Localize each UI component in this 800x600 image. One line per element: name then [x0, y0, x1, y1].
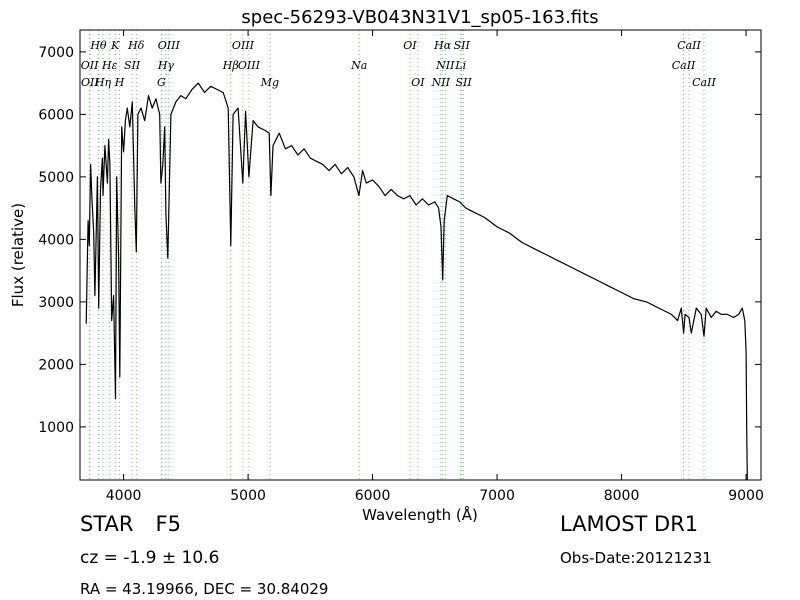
survey-name: LAMOST DR1	[560, 512, 699, 536]
chart-title: spec-56293-VB043N31V1_sp05-163.fits	[241, 7, 598, 28]
line-label: G	[157, 76, 166, 89]
line-label: NII	[431, 76, 451, 89]
plot-frame	[79, 29, 762, 481]
line-label: OI	[411, 76, 425, 89]
line-label: Hα	[433, 39, 452, 52]
y-tick-label: 4000	[38, 232, 74, 248]
spectrum-line	[85, 82, 748, 481]
line-label: Li	[454, 59, 466, 72]
line-label: Hθ	[89, 39, 107, 52]
y-tick-label: 6000	[38, 107, 74, 123]
x-tick-label: 8000	[604, 488, 640, 504]
line-label: SII	[124, 59, 141, 72]
line-label: SII	[455, 76, 472, 89]
object-class: STAR F5	[80, 512, 181, 536]
line-label: Hε	[101, 59, 118, 72]
x-tick-label: 9000	[728, 488, 764, 504]
x-tick-label: 7000	[479, 488, 515, 504]
line-label: OIII	[232, 39, 255, 52]
line-label: OIII	[158, 39, 181, 52]
y-tick-label: 1000	[38, 420, 74, 436]
y-axis-ticks: 1000 2000 3000 4000 5000 6000 7000	[38, 45, 761, 436]
line-label: Hη	[94, 76, 112, 89]
x-tick-label: 6000	[355, 488, 391, 504]
line-label: CaII	[677, 39, 701, 52]
y-tick-label: 5000	[38, 170, 74, 186]
observation-date: Obs-Date:20121231	[560, 549, 712, 567]
x-axis-ticks: 4000 5000 6000 7000 8000 9000	[106, 30, 764, 504]
y-tick-label: 2000	[38, 357, 74, 373]
line-label: CaII	[672, 59, 696, 72]
spectral-line-markers	[89, 30, 705, 480]
line-label: Hγ	[157, 59, 175, 72]
line-label: Na	[350, 59, 367, 72]
line-label: K	[110, 39, 120, 52]
line-label: H	[114, 76, 125, 89]
coordinates: RA = 43.19966, DEC = 30.84029	[80, 580, 329, 598]
line-label: Hδ	[127, 39, 145, 52]
x-tick-label: 5000	[230, 488, 266, 504]
line-label: OI	[403, 39, 417, 52]
y-tick-label: 7000	[38, 45, 74, 61]
x-axis-label: Wavelength (Å)	[362, 505, 478, 524]
line-label: CaII	[692, 76, 716, 89]
line-label: SII	[454, 39, 471, 52]
redshift-value: cz = -1.9 ± 10.6	[80, 548, 220, 568]
subclass-value: F5	[155, 512, 181, 536]
line-label: OII	[81, 76, 99, 89]
y-tick-label: 3000	[38, 295, 74, 311]
line-label: Hβ	[222, 59, 239, 72]
class-value: STAR	[80, 512, 134, 536]
line-label: OIII	[238, 59, 261, 72]
line-label: OII	[81, 59, 99, 72]
line-label: NII	[435, 59, 455, 72]
y-axis-label: Flux (relative)	[9, 203, 27, 307]
x-tick-label: 4000	[106, 488, 142, 504]
line-label: Mg	[260, 76, 279, 89]
